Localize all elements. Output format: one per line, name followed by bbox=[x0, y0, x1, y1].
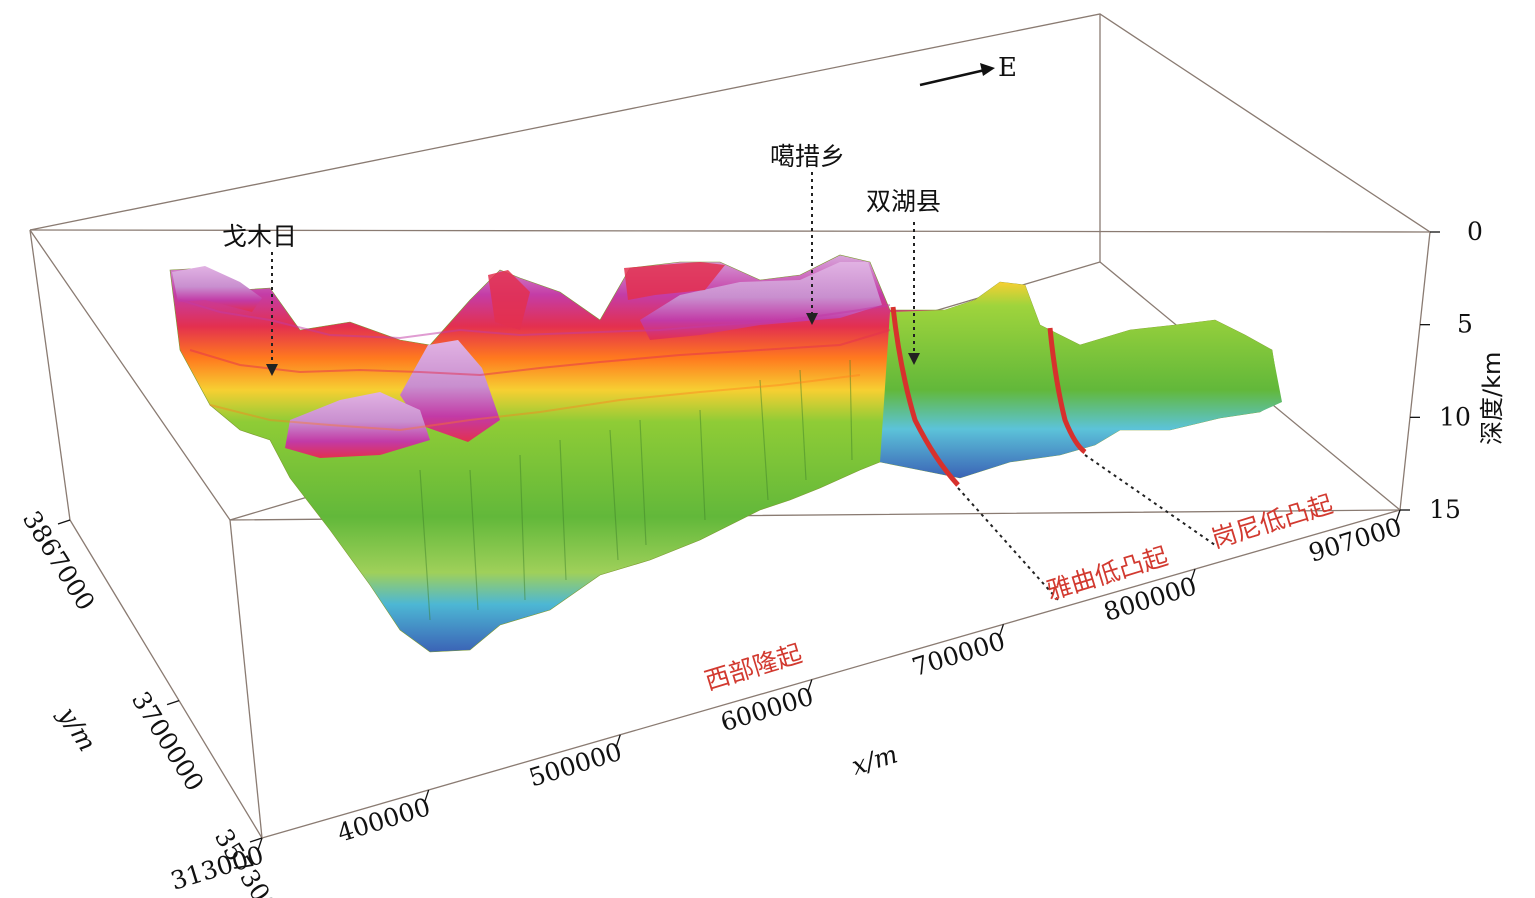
place-label-shuanghu: 双湖县 bbox=[866, 187, 941, 216]
z-tick-label-1: 5 bbox=[1457, 310, 1473, 339]
x-tick-mark-1 bbox=[424, 789, 430, 803]
depth-surface bbox=[169, 254, 1282, 653]
z-tick-label-0: 0 bbox=[1467, 217, 1483, 246]
x-tick-label-4: 700000 bbox=[909, 626, 1009, 682]
z-tick-label-3: 15 bbox=[1429, 495, 1461, 524]
x-tick-label-2: 500000 bbox=[526, 737, 626, 793]
arrow-shaft bbox=[919, 68, 986, 87]
x-tick-mark-6 bbox=[1395, 509, 1401, 523]
z-axis-label: 深度/km bbox=[1478, 352, 1506, 445]
place-label-gacuo: 噶措乡 bbox=[770, 142, 845, 171]
z-axis-ticks: 0 5 10 15 bbox=[1400, 217, 1483, 524]
y-tick-mark-1 bbox=[166, 700, 180, 706]
x-tick-label-3: 600000 bbox=[717, 682, 817, 738]
x-tick-mark-4 bbox=[998, 624, 1005, 637]
y-tick-mark-2 bbox=[249, 837, 263, 843]
arrow-head bbox=[980, 63, 995, 76]
leader-lines bbox=[271, 172, 1216, 601]
arrowhead-gemuri bbox=[266, 364, 278, 376]
x-tick-mark-0 bbox=[257, 837, 263, 851]
arrowhead-shuanghu bbox=[908, 353, 920, 365]
y-tick-label-1: 3700000 bbox=[126, 686, 210, 796]
x-tick-mark-3 bbox=[807, 679, 813, 692]
y-tick-label-0: 3867000 bbox=[17, 506, 101, 616]
x-tick-mark-2 bbox=[615, 734, 621, 747]
direction-arrow: E bbox=[919, 53, 1017, 87]
z-tick-label-2: 10 bbox=[1439, 402, 1471, 431]
x-axis-label: x/m bbox=[848, 739, 901, 780]
leader-arrowheads bbox=[266, 313, 920, 376]
place-label-gemuri: 戈木日 bbox=[222, 222, 297, 251]
x-tick-mark-5 bbox=[1190, 568, 1196, 582]
region-boundaries bbox=[890, 306, 1087, 487]
x-tick-label-1: 400000 bbox=[334, 792, 434, 848]
y-axis-label: y/m bbox=[52, 701, 102, 756]
x-axis-ticks: 3130004000005000006000007000008000009070… bbox=[167, 509, 1405, 896]
y-tick-mark-0 bbox=[57, 519, 71, 525]
arrowhead-gacuo bbox=[806, 313, 818, 325]
east-label: E bbox=[998, 53, 1017, 83]
